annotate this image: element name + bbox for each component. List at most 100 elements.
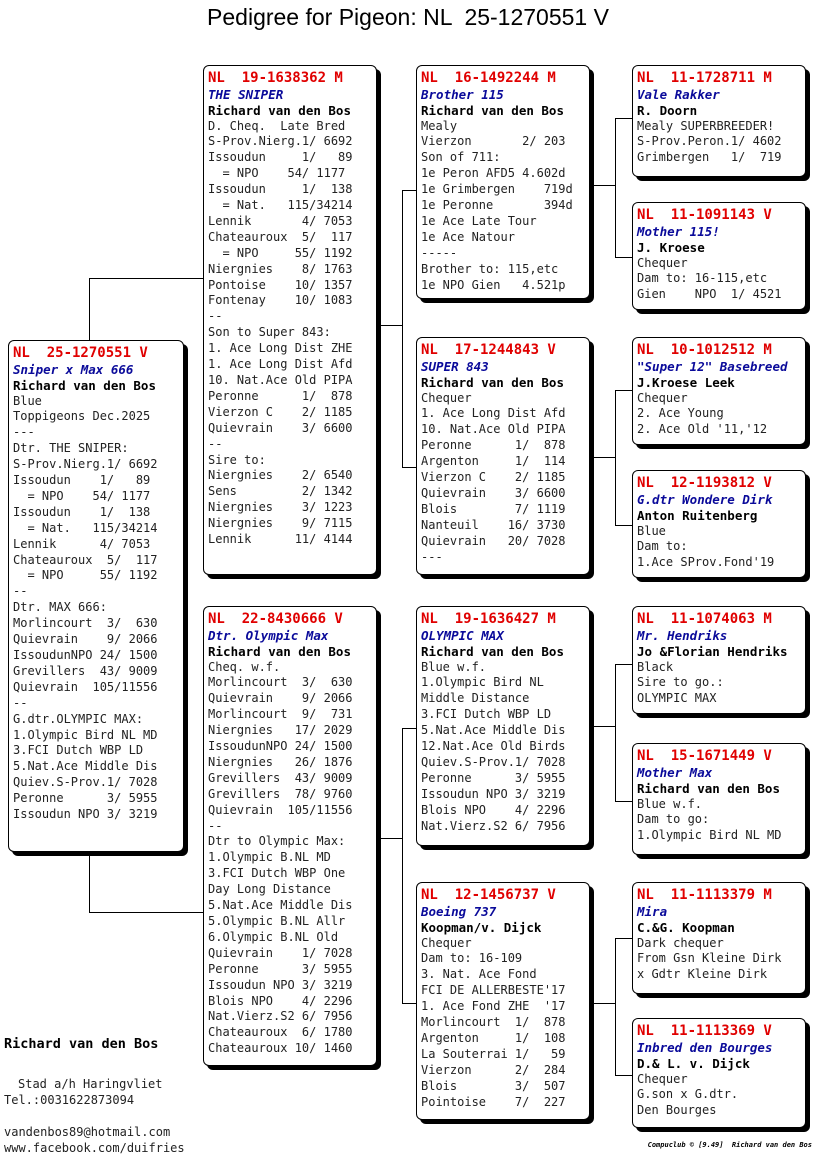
detail-line: Lennik 4/ 7053 [13, 536, 151, 551]
connector-line [615, 525, 633, 526]
pigeon-card-dam-sire[interactable]: NL 19-1636427 M OLYMPIC MAX Richard van … [416, 606, 590, 846]
pigeon-card-sire[interactable]: NL 19-1638362 M THE SNIPER Richard van d… [203, 65, 377, 575]
connector-line [590, 185, 616, 186]
pigeon-card-dd-sire[interactable]: NL 11-1113379 M Mira C.&G. Koopman Dark … [632, 882, 806, 994]
detail-line: Blois NPO 4/ 2296 [208, 993, 353, 1008]
owner-name: Richard van den Bos [421, 643, 564, 659]
detail-line: Blue [13, 393, 42, 408]
connector-line [615, 390, 616, 526]
detail-line: IssoudunNPO 24/ 1500 [13, 648, 158, 662]
detail-line: Peronne 1/ 878 [208, 388, 353, 403]
pigeon-card-sire-sire[interactable]: NL 16-1492244 M Brother 115 Richard van … [416, 65, 590, 299]
detail-line: Dam to: 16-109 [421, 951, 523, 966]
detail-line: Argenton 1/ 108 [421, 1030, 566, 1045]
ring-number: NL 12-1193812 V [637, 475, 772, 491]
detail-line: Sens 2/ 1342 [208, 484, 353, 499]
pigeon-card-ds-dam[interactable]: NL 15-1671449 V Mother Max Richard van d… [632, 743, 806, 855]
detail-line: Morlincourt 9/ 731 [208, 707, 353, 722]
detail-line: 1.Olympic Bird NL MD [637, 828, 782, 843]
detail-line: 1e Ace Natour [421, 229, 515, 244]
detail-line: Mealy SUPERBREEDER! [637, 118, 775, 133]
pigeon-card-dam-dam[interactable]: NL 12-1456737 V Boeing 737 Koopman/v. Di… [416, 882, 590, 1120]
detail-line: = NPO 54/ 1177 [208, 166, 346, 181]
detail-line: Quievrain 9/ 2066 [208, 691, 353, 706]
detail-line: 2. Ace Old '11,'12 [637, 422, 768, 437]
detail-line: Quievrain 1/ 7028 [208, 945, 353, 960]
pigeon-name: Inbred den Bourges [637, 1040, 773, 1055]
ring-number: NL 19-1636427 M [421, 611, 556, 627]
connector-line [615, 664, 616, 802]
connector-line [89, 848, 90, 912]
detail-line: 3. Nat. Ace Fond [421, 967, 537, 982]
connector-line [615, 801, 633, 802]
pigeon-card-sire-dam[interactable]: NL 17-1244843 V SUPER 843 Richard van de… [416, 337, 590, 575]
pigeon-card-ds-sire[interactable]: NL 11-1074063 M Mr. Hendriks Jo &Florian… [632, 606, 806, 714]
detail-line: S-Prov.Peron.1/ 4602 [637, 134, 782, 149]
connector-line [615, 257, 633, 258]
detail-line: Blue [637, 523, 666, 538]
detail-line: = NPO 55/ 1192 [13, 568, 158, 583]
pigeon-card-sd-dam[interactable]: NL 12-1193812 V G.dtr Wondere Dirk Anton… [632, 470, 806, 578]
breeder-email[interactable]: vandenbos89@hotmail.com [4, 1125, 171, 1139]
detail-line: = NPO 54/ 1177 [13, 488, 151, 503]
detail-line: 10. Nat.Ace Old PIPA [208, 373, 353, 387]
detail-line: Issoudun 1/ 89 [13, 473, 151, 488]
pigeon-card-sd-sire[interactable]: NL 10-1012512 M "Super 12" Basebreed J.K… [632, 337, 806, 445]
detail-line: Peronne 3/ 5955 [13, 791, 158, 806]
detail-line: = Nat. 115/34214 [208, 198, 353, 213]
detail-line: S-Prov.Nierg.1/ 6692 [208, 134, 353, 149]
detail-line: 1e Peronne 394d [421, 198, 573, 213]
pigeon-name: THE SNIPER [208, 87, 284, 102]
pigeon-card-ss-sire[interactable]: NL 11-1728711 M Vale Rakker R. Doorn Mea… [632, 65, 806, 177]
detail-line: Issoudun 1/ 89 [208, 150, 353, 165]
detail-line: 3.FCI Dutch WBP One [208, 866, 346, 881]
detail-line: Quievrain 105/11556 [13, 679, 158, 694]
connector-line [402, 190, 403, 468]
detail-line: From Gsn Kleine Dirk [637, 951, 782, 966]
ring-number: NL 15-1671449 V [637, 748, 772, 764]
detail-line: Morlincourt 3/ 630 [13, 616, 158, 631]
detail-line: Chateauroux 5/ 117 [13, 552, 158, 567]
connector-line [402, 1003, 418, 1004]
pigeon-card-dd-dam[interactable]: NL 11-1113369 V Inbred den Bourges D.& L… [632, 1018, 806, 1128]
detail-line: Vierzon 2/ 203 [421, 134, 566, 149]
connector-line [377, 838, 403, 839]
detail-line: Fontenay 10/ 1083 [208, 293, 353, 308]
detail-line: G.dtr.OLYMPIC MAX: [13, 711, 144, 726]
pigeon-name: Mother 115! [637, 224, 720, 239]
detail-line: 5.Nat.Ace Middle Dis [13, 759, 158, 774]
detail-line: 10. Nat.Ace Old PIPA [421, 422, 566, 437]
detail-line: 1. Ace Long Dist Afd [421, 406, 566, 421]
connector-line [402, 728, 403, 1004]
detail-line: Chequer [421, 390, 472, 405]
detail-line: Chequer [637, 390, 688, 405]
ring-number: NL 16-1492244 M [421, 70, 556, 86]
detail-line: Morlincourt 1/ 878 [421, 1015, 566, 1030]
detail-line: --- [421, 549, 443, 564]
owner-name: J. Kroese [637, 239, 705, 255]
breeder-website[interactable]: www.facebook.com/duifries [4, 1141, 185, 1155]
connector-line [615, 118, 633, 119]
pigeon-card-ss-dam[interactable]: NL 11-1091143 V Mother 115! J. Kroese Ch… [632, 202, 806, 310]
detail-line: Blois 7/ 1119 [421, 501, 566, 516]
pigeon-card-dam[interactable]: NL 22-8430666 V Dtr. Olympic Max Richard… [203, 606, 377, 1066]
detail-line: Dark chequer [637, 935, 724, 950]
pigeon-card-subject[interactable]: NL 25-1270551 V Sniper x Max 666 Richard… [8, 340, 184, 852]
detail-line: Chequer [637, 1071, 688, 1086]
detail-line: x Gdtr Kleine Dirk [637, 967, 768, 982]
detail-line: Niergnies 17/ 2029 [208, 723, 353, 738]
detail-line: ----- [421, 245, 458, 260]
detail-line: Quievrain 105/11556 [208, 802, 353, 817]
breeder-phone: Tel.:0031622873094 [4, 1093, 135, 1107]
detail-line: Chateauroux 6/ 1780 [208, 1025, 353, 1040]
detail-line: Morlincourt 3/ 630 [208, 675, 353, 690]
ring-number: NL 11-1113369 V [637, 1023, 772, 1039]
detail-line: Vierzon 2/ 284 [421, 1062, 566, 1077]
detail-line: Blois NPO 4/ 2296 [421, 802, 566, 817]
detail-line: 1.Ace SProv.Fond'19 [637, 555, 775, 570]
connector-line [590, 1003, 616, 1004]
detail-line: Niergnies 9/ 7115 [208, 516, 353, 531]
owner-name: Richard van den Bos [421, 102, 564, 118]
detail-line: -- [13, 695, 28, 710]
detail-line: 3.FCI Dutch WBP LD [13, 743, 144, 758]
